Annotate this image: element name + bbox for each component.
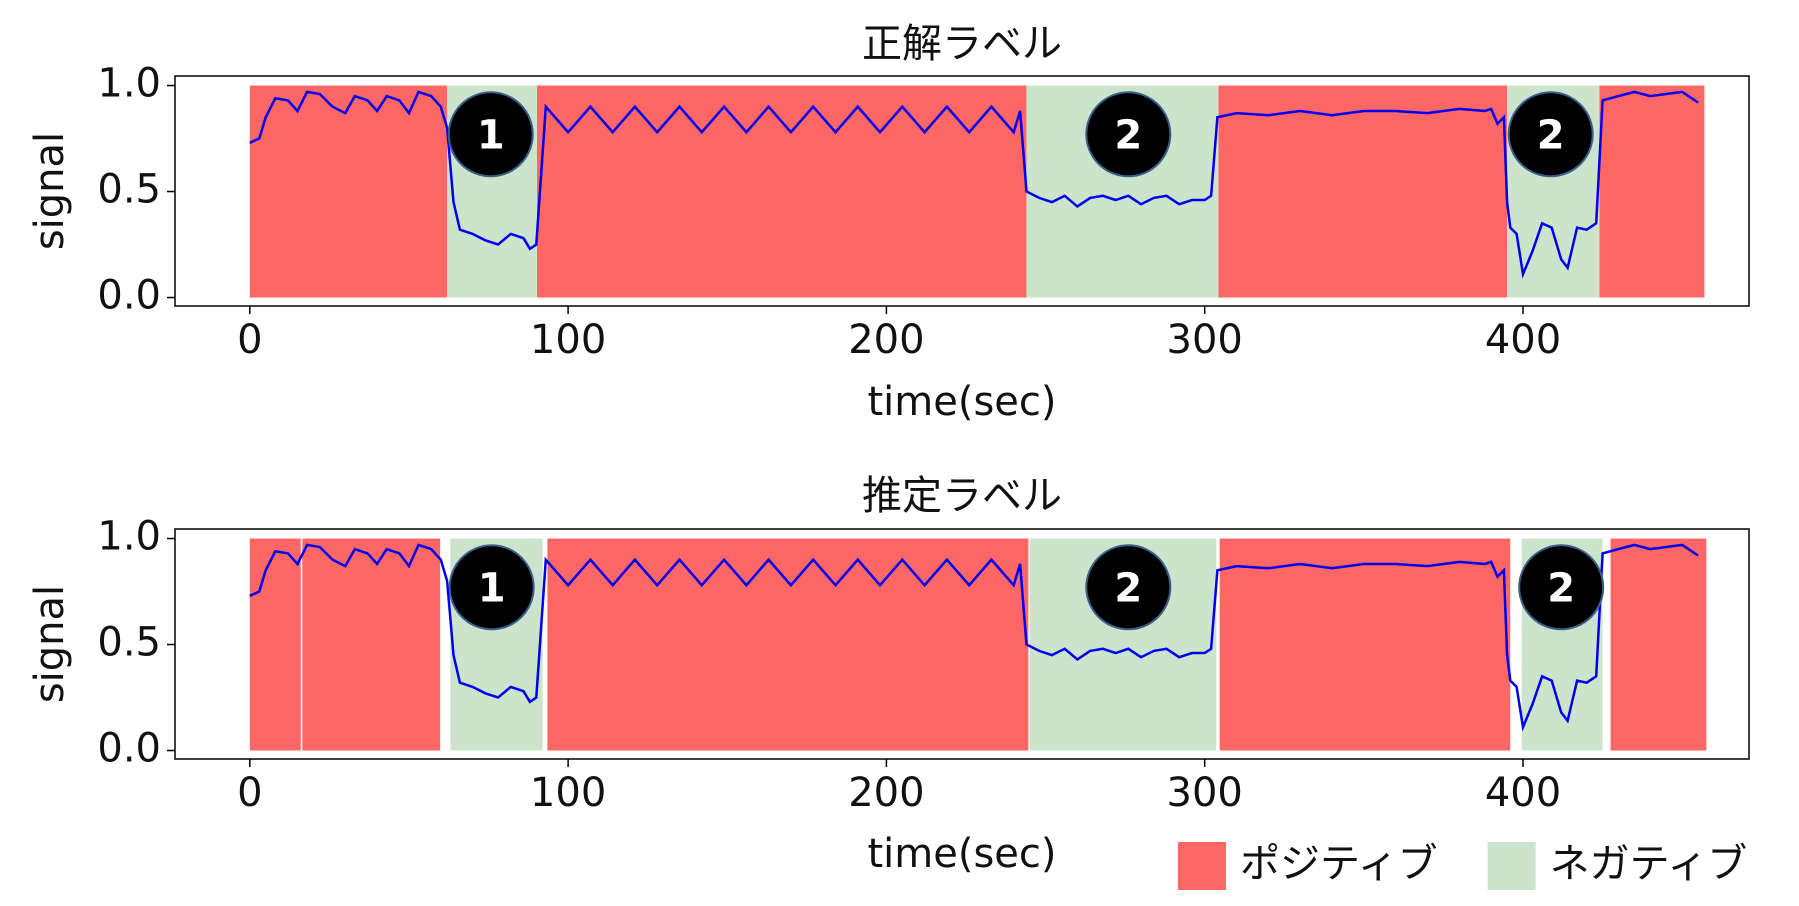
annotation-text: 2 <box>1547 565 1575 611</box>
annotation-badge <box>448 544 535 631</box>
label-region <box>1219 538 1511 751</box>
y-tick-label: 0.0 <box>97 273 161 319</box>
annotation-text: 2 <box>1537 112 1565 158</box>
label-region <box>1599 85 1705 298</box>
y-tick-label: 1.0 <box>97 61 161 107</box>
legend-label: ネガティブ <box>1550 841 1748 887</box>
signal-line <box>249 90 1699 279</box>
annotation-badge <box>1518 544 1605 631</box>
annotation-badge <box>447 91 534 178</box>
x-tick-label: 400 <box>1485 770 1561 816</box>
x-tick-label: 400 <box>1485 317 1561 363</box>
annotation-text: 1 <box>478 565 506 611</box>
label-region <box>547 538 1029 751</box>
x-axis-label: time(sec) <box>867 831 1056 877</box>
y-axis-label: signal <box>27 132 73 250</box>
chart-title: 正解ラベル <box>862 21 1062 67</box>
label-region <box>536 85 1027 298</box>
annotation-badge <box>1507 91 1594 178</box>
x-tick-label: 100 <box>530 770 606 816</box>
annotation-badge <box>1085 91 1172 178</box>
y-axis-label: signal <box>27 585 73 703</box>
x-axis-label: time(sec) <box>867 379 1056 425</box>
legend-swatch <box>1178 842 1226 890</box>
annotation-text: 2 <box>1114 112 1142 158</box>
x-tick-label: 200 <box>848 770 924 816</box>
y-tick-label: 0.0 <box>97 726 161 772</box>
x-tick-label: 200 <box>848 317 924 363</box>
label-region <box>1610 538 1707 751</box>
annotation-text: 1 <box>477 112 505 158</box>
annotation-badge <box>1085 544 1172 631</box>
label-region <box>302 538 441 751</box>
y-tick-label: 0.5 <box>97 167 161 213</box>
label-region <box>1218 85 1508 298</box>
x-tick-label: 300 <box>1167 317 1243 363</box>
chart-title: 推定ラベル <box>862 473 1062 519</box>
legend-swatch <box>1487 842 1536 890</box>
annotation-text: 2 <box>1114 565 1142 611</box>
legend-label: ポジティブ <box>1240 841 1438 887</box>
y-tick-label: 0.5 <box>97 620 161 666</box>
signal-line <box>249 543 1699 732</box>
x-tick-label: 100 <box>530 317 606 363</box>
x-tick-label: 0 <box>237 317 262 363</box>
label-region <box>249 85 448 298</box>
y-tick-label: 1.0 <box>97 514 161 560</box>
x-tick-label: 300 <box>1167 770 1243 816</box>
x-tick-label: 0 <box>237 770 262 816</box>
label-region <box>249 538 301 751</box>
